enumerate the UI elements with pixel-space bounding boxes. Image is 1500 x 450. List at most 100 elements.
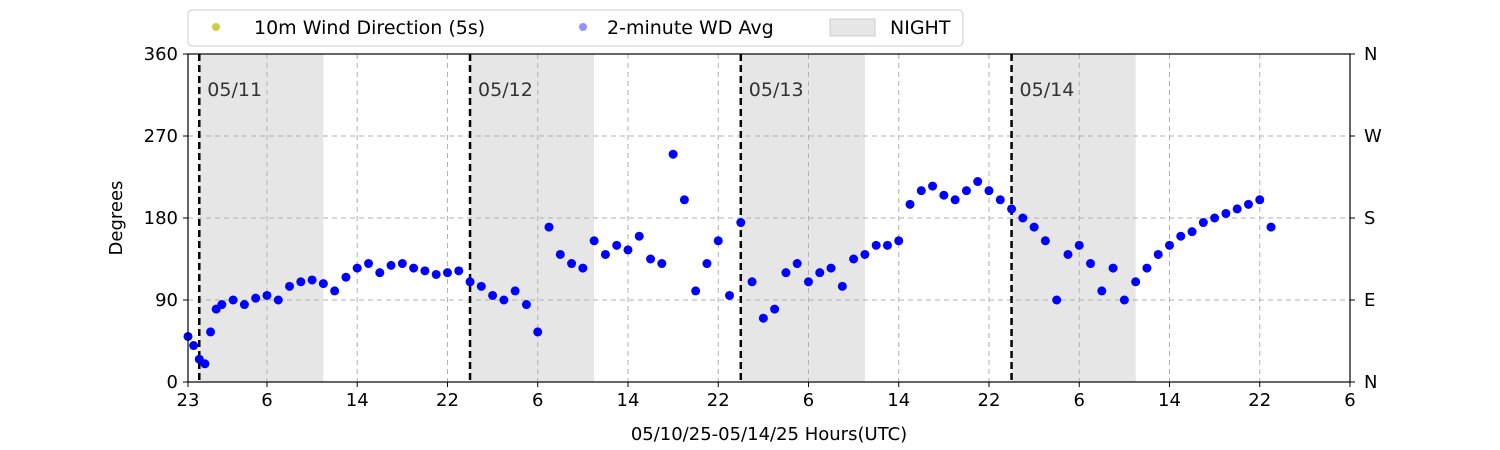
- y2-tick-label: N: [1364, 44, 1377, 65]
- avg-point: [600, 249, 610, 259]
- avg-point: [206, 327, 216, 337]
- avg-point: [567, 259, 577, 269]
- avg-point: [341, 272, 351, 282]
- x-tick-label: 22: [978, 390, 1001, 411]
- avg-point: [702, 259, 712, 269]
- avg-point: [1086, 259, 1096, 269]
- legend-night-swatch: [829, 18, 876, 37]
- day-label: 05/11: [207, 79, 262, 101]
- x-tick-label: 6: [261, 390, 272, 411]
- avg-point: [420, 266, 430, 276]
- avg-point: [1108, 263, 1118, 273]
- avg-point: [657, 259, 667, 269]
- avg-point: [510, 286, 520, 296]
- avg-point: [307, 275, 317, 285]
- x-tick-label: 14: [1158, 390, 1181, 411]
- x-tick-label: 6: [532, 390, 543, 411]
- legend-label: 2-minute WD Avg: [607, 17, 774, 39]
- avg-point: [1119, 295, 1129, 305]
- avg-point: [882, 240, 892, 250]
- avg-point: [1018, 213, 1028, 223]
- avg-point: [1176, 231, 1186, 241]
- day-label: 05/12: [478, 79, 533, 101]
- legend: 10m Wind Direction (5s) 2-minute WD Avg NI…: [187, 9, 964, 47]
- avg-point: [488, 290, 498, 300]
- day-label: 05/14: [1020, 79, 1075, 101]
- x-tick-label: 23: [177, 390, 200, 411]
- avg-point: [1142, 263, 1152, 273]
- avg-point: [1198, 218, 1208, 228]
- x-tick-label: 14: [346, 390, 369, 411]
- avg-point: [200, 359, 210, 369]
- avg-point: [1232, 204, 1242, 214]
- legend-frame: [187, 9, 964, 47]
- y-tick-label: 0: [167, 372, 178, 393]
- x-tick-label: 6: [1344, 390, 1355, 411]
- avg-point: [736, 218, 746, 228]
- avg-point: [1266, 222, 1276, 232]
- avg-point: [364, 259, 374, 269]
- avg-point: [189, 341, 199, 351]
- y-axis-title: Degrees: [106, 181, 127, 256]
- avg-point: [995, 195, 1005, 205]
- legend-wind-direction-marker: [212, 23, 220, 31]
- avg-point: [849, 254, 859, 264]
- avg-point: [1221, 208, 1231, 218]
- y-tick-label: 360: [144, 44, 178, 65]
- avg-point: [781, 268, 791, 278]
- avg-point: [544, 222, 554, 232]
- avg-point: [826, 263, 836, 273]
- y2-tick-label: S: [1364, 208, 1375, 229]
- avg-point: [634, 231, 644, 241]
- avg-point: [815, 268, 825, 278]
- avg-point: [928, 181, 938, 191]
- avg-point: [725, 290, 735, 300]
- avg-point: [578, 263, 588, 273]
- day-label: 05/13: [749, 79, 804, 101]
- y2-tick-label: E: [1364, 290, 1375, 311]
- axis-ticks-layer: 23 6 14 22 6 14 22 6 14 22 6 14 22 6 0 N 90 E 180 S 270 W 360 N: [144, 44, 1382, 411]
- x-tick-label: 6: [1074, 390, 1085, 411]
- avg-point: [273, 295, 283, 305]
- legend-avg-marker: [579, 23, 587, 31]
- avg-point: [262, 290, 272, 300]
- avg-point: [465, 277, 475, 287]
- avg-point: [228, 295, 238, 305]
- avg-point: [1074, 240, 1084, 250]
- avg-point: [747, 277, 757, 287]
- avg-point: [521, 300, 531, 310]
- avg-point: [961, 186, 971, 196]
- avg-point: [837, 281, 847, 291]
- avg-point: [894, 236, 904, 246]
- avg-point: [1052, 295, 1062, 305]
- avg-point: [1187, 227, 1197, 237]
- avg-point: [1210, 213, 1220, 223]
- avg-point: [1131, 277, 1141, 287]
- avg-point: [679, 195, 689, 205]
- avg-point: [1007, 204, 1017, 214]
- x-tick-label: 22: [436, 390, 459, 411]
- avg-point: [1164, 240, 1174, 250]
- avg-point: [330, 286, 340, 296]
- avg-point: [905, 199, 915, 209]
- y2-tick-label: N: [1364, 372, 1377, 393]
- avg-point: [1040, 236, 1050, 246]
- day-marker-layer: 05/11 05/12 05/13 05/14: [198, 54, 1075, 382]
- avg-point: [973, 177, 983, 187]
- data-points-layer: [183, 149, 1276, 369]
- x-tick-label: 14: [617, 390, 640, 411]
- avg-point: [984, 186, 994, 196]
- avg-point: [792, 259, 802, 269]
- avg-point: [409, 263, 419, 273]
- avg-point: [431, 269, 441, 279]
- avg-point: [1097, 286, 1107, 296]
- avg-point: [251, 293, 261, 303]
- avg-point: [589, 236, 599, 246]
- avg-point: [499, 295, 509, 305]
- avg-point: [758, 313, 768, 323]
- avg-point: [713, 236, 723, 246]
- avg-point: [397, 259, 407, 269]
- avg-point: [442, 268, 452, 278]
- avg-point: [860, 249, 870, 259]
